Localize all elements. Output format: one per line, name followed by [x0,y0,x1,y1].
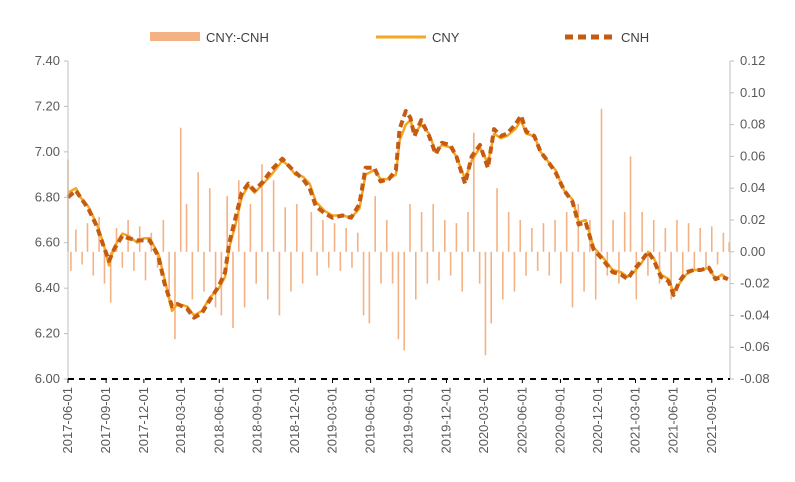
left-tick-label: 6.00 [35,371,60,386]
right-tick-label: 0.10 [740,85,765,100]
right-tick-label: -0.08 [740,371,770,386]
x-tick-label: 2017-09-01 [98,387,113,454]
legend: CNY:-CNH CNY CNH [150,30,649,45]
spread-bars [67,108,730,356]
x-tick-label: 2018-03-01 [173,387,188,454]
x-tick-label: 2020-12-01 [590,387,605,454]
x-tick-label: 2019-03-01 [324,387,339,454]
legend-swatch-spread [150,32,200,41]
series-lines [66,109,729,320]
legend-label-cny: CNY [432,30,460,45]
left-tick-label: 7.00 [35,144,60,159]
legend-label-cnh: CNH [621,30,649,45]
x-tick-label: 2020-09-01 [552,387,567,454]
right-tick-label: 0.08 [740,117,765,132]
x-tick-label: 2019-09-01 [401,387,416,454]
legend-label-spread: CNY:-CNH [206,30,269,45]
x-tick-label: 2019-06-01 [363,387,378,454]
left-tick-label: 7.40 [35,53,60,68]
left-tick-label: 6.20 [35,326,60,341]
left-tick-label: 6.60 [35,235,60,250]
right-tick-label: 0.12 [740,53,765,68]
x-tick-label: 2021-03-01 [627,387,642,454]
cnh-line [66,109,729,320]
x-tick-label: 2020-03-01 [476,387,491,454]
x-tick-label: 2018-12-01 [287,387,302,454]
right-tick-label: -0.04 [740,307,770,322]
right-tick-label: 0.04 [740,180,765,195]
left-tick-label: 7.20 [35,98,60,113]
x-tick-label: 2021-09-01 [704,387,719,454]
right-tick-label: 0.06 [740,148,765,163]
left-tick-label: 6.40 [35,280,60,295]
x-tick-label: 2021-06-01 [666,387,681,454]
x-tick-label: 2018-06-01 [211,387,226,454]
x-tick-label: 2018-09-01 [249,387,264,454]
x-tick-label: 2019-12-01 [438,387,453,454]
axes: 6.00 6.20 6.40 6.60 6.80 7.00 7.20 7.40 -0.08 -0.… [35,53,770,454]
left-tick-label: 6.80 [35,189,60,204]
x-tick-label: 2017-06-01 [60,387,75,454]
right-tick-label: -0.02 [740,276,770,291]
x-tick-label: 2017-12-01 [136,387,151,454]
x-tick-label: 2020-06-01 [514,387,529,454]
right-tick-label: 0.02 [740,212,765,227]
right-tick-label: 0.00 [740,244,765,259]
right-tick-label: -0.06 [740,339,770,354]
